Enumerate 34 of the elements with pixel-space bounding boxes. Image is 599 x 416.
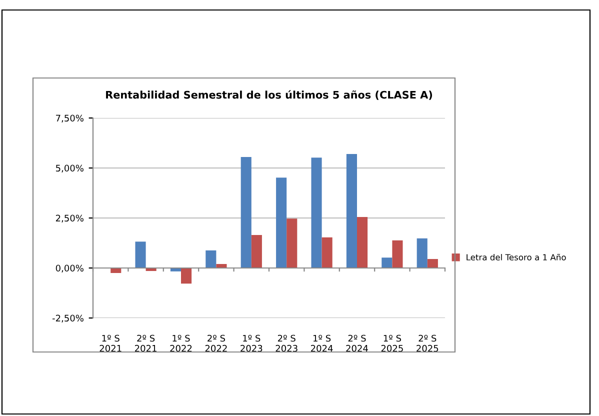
x-tick-label: 2º S 2024: [346, 334, 368, 352]
bar: [251, 235, 262, 268]
bar: [216, 264, 227, 268]
x-tick-label: 1º S 2024: [310, 334, 333, 352]
x-tick-label: 1º S 2023: [240, 334, 262, 352]
bar: [322, 237, 332, 268]
bar: [206, 250, 216, 268]
x-tick-label: 2º S 2021: [134, 334, 156, 352]
bar: [346, 154, 357, 268]
x-tick-label: 2º S 2025: [416, 334, 438, 352]
x-tick-label: 2º S 2023: [276, 334, 298, 352]
bar: [357, 217, 368, 268]
x-tick-label: 1º S 2025: [381, 334, 403, 352]
bar: [286, 218, 298, 268]
y-tick-label: 0,00%: [56, 264, 84, 272]
bar: [311, 158, 322, 268]
y-tick-label: -2,50%: [52, 314, 84, 322]
bar: [240, 157, 252, 268]
legend-label: Letra del Tesoro a 1 Año: [466, 254, 566, 260]
bar: [427, 259, 438, 268]
y-tick-label: 5,00%: [56, 164, 84, 172]
bar: [181, 268, 192, 284]
y-tick-label: 7,50%: [56, 114, 84, 122]
bar: [392, 240, 403, 268]
bar: [110, 268, 122, 273]
bar: [416, 238, 428, 268]
bar: [382, 258, 392, 268]
bar: [135, 242, 146, 268]
chart-title: Rentabilidad Semestral de los últimos 5 años (CLASE A): [106, 90, 432, 100]
bar: [276, 178, 287, 268]
y-tick-label: 2,50%: [56, 214, 84, 222]
x-tick-label: 1º S 2022: [170, 334, 192, 352]
x-tick-label: 1º S 2021: [100, 334, 122, 352]
x-tick-label: 2º S 2022: [205, 334, 227, 352]
